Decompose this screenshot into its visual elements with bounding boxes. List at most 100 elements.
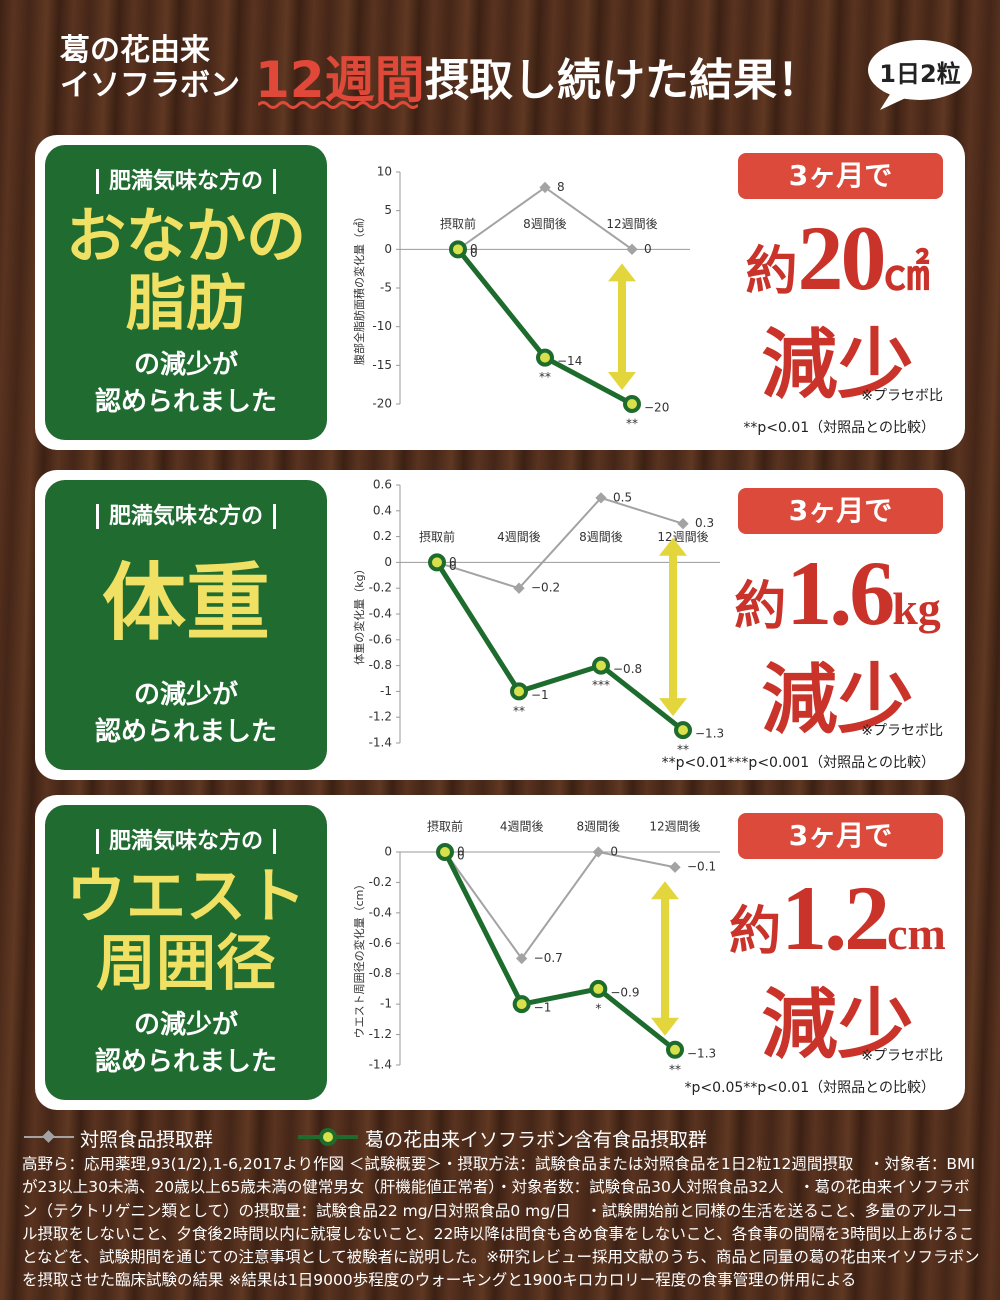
series-line <box>444 850 676 961</box>
value-label: 0 <box>449 559 457 573</box>
headline-line: 体重 <box>101 554 270 653</box>
amount-row: 約20㎠ <box>710 205 965 311</box>
value-label: 0 <box>470 242 478 256</box>
y-tick-label: 0 <box>384 242 392 256</box>
point <box>666 1040 684 1059</box>
y-tick-label: 0.2 <box>373 529 392 543</box>
sub: の減少が認められました <box>95 1007 277 1082</box>
point <box>428 553 446 572</box>
point <box>626 243 638 255</box>
y-tick-label: -1 <box>380 684 392 698</box>
y-tick-label: 5 <box>384 203 392 217</box>
origin-line: 葛の花由来 <box>60 33 210 68</box>
point <box>592 656 610 675</box>
y-tick-label: -0.8 <box>369 658 392 672</box>
x-tick-label: 4週間後 <box>500 820 544 834</box>
point <box>513 582 525 594</box>
origin-line: イソフラボン <box>60 67 240 103</box>
sub: の減少が認められました <box>95 677 277 752</box>
panel: 肥満気味な方の ウエスト 周囲径 の減少が 認められました 3ヶ月で 約1.2cm 減少 ※プラ… <box>35 795 965 1110</box>
significance: ** <box>669 1062 681 1076</box>
amount: 20 <box>797 207 887 309</box>
point <box>677 518 689 530</box>
headline: おなかの 脂肪 <box>66 203 306 338</box>
point <box>595 492 607 504</box>
amount: 1.2 <box>781 867 890 969</box>
value-label: 0 <box>610 845 618 859</box>
sub-line: 認められました <box>94 717 277 748</box>
x-tick-label: 8週間後 <box>579 530 623 544</box>
significance: ** <box>539 370 551 384</box>
point <box>674 721 692 740</box>
sub-line: の減少が <box>133 349 238 380</box>
y-axis-label: ウエスト周囲径の変化量（cm） <box>352 879 366 1039</box>
value-label: 0 <box>449 555 457 569</box>
panel: 肥満気味な方の おなかの 脂肪 の減少が 認められました 3ヶ月で 約20㎠ 減少 ※プラセボ比… <box>35 135 965 450</box>
unit: ㎠ <box>883 248 930 299</box>
y-tick-label: -1.2 <box>369 1027 392 1041</box>
value-label: −0.8 <box>613 662 642 676</box>
approx: 約 <box>729 904 782 961</box>
placebo: ※プラセボ比 <box>861 723 943 739</box>
arrow-head <box>651 881 679 1036</box>
badge: 3ヶ月で <box>738 488 943 534</box>
value-label: 0.3 <box>695 516 714 530</box>
x-tick-label: 4週間後 <box>497 530 541 544</box>
panel: 肥満気味な方の体重の減少が認められました 3ヶ月で約1.6kg 減少 ※プラセボ比 **… <box>35 470 965 780</box>
reduce: 減少 <box>761 655 914 744</box>
value-label: −20 <box>644 401 669 415</box>
y-tick-label: 0.6 <box>373 478 392 492</box>
tag: 肥満気味な方の <box>95 169 276 194</box>
significance: *** <box>592 678 610 692</box>
tag-row: 肥満気味な方の <box>95 823 276 855</box>
point <box>512 995 531 1014</box>
header-result: 摂取し続けた結果！ <box>425 55 821 106</box>
chart-note: *p<0.05**p<0.01（対照品との比較） <box>684 1080 935 1096</box>
x-tick-label: 12週間後 <box>649 820 700 834</box>
footnote: 高野ら：応用薬理,93(1/2),1-6,2017より作図 ＜試験概要＞・摂取方… <box>22 1155 980 1290</box>
value-label: 0 <box>644 242 652 256</box>
y-tick-label: 0 <box>384 555 392 569</box>
point <box>669 861 681 873</box>
value-label: 8 <box>557 180 565 194</box>
y-tick-label: -20 <box>372 397 392 411</box>
point <box>516 952 528 965</box>
sub-line: の減少が <box>133 1009 238 1040</box>
value-label: −14 <box>557 354 582 368</box>
y-axis-label: 体重の変化量（kg） <box>352 563 366 664</box>
y-tick-label: -1.2 <box>369 710 392 724</box>
green-box: 肥満気味な方の体重の減少が認められました <box>45 480 327 770</box>
y-tick-label: -1.4 <box>369 1058 392 1072</box>
approx: 約 <box>734 579 787 636</box>
point <box>510 682 528 701</box>
sub-line: 認められました <box>94 1047 277 1078</box>
y-tick-label: -1 <box>380 997 392 1011</box>
point <box>592 846 604 858</box>
value-label: −0.1 <box>687 860 716 874</box>
value-label: −1.3 <box>687 1046 716 1060</box>
y-tick-label: -1.4 <box>369 736 392 750</box>
point <box>536 348 554 367</box>
headline: ウエスト 周囲径 <box>66 861 306 999</box>
x-tick-label: 摂取前 <box>440 216 476 231</box>
value-label: 0 <box>457 845 465 859</box>
sub: の減少が 認められました <box>95 347 277 422</box>
y-tick-label: -0.4 <box>369 905 392 919</box>
amount-row: 約1.2cm <box>710 865 965 971</box>
green-box: 肥満気味な方のおなかの 脂肪の減少が 認められました <box>45 145 327 440</box>
chart-note: **p<0.01（対照品との比較） <box>743 420 935 436</box>
headline-line: 周囲径 <box>96 928 276 999</box>
x-tick-label: 12週間後 <box>606 217 657 231</box>
point <box>589 979 608 998</box>
headline-line: ウエスト <box>66 861 306 932</box>
point <box>436 843 454 861</box>
badge: 3ヶ月で <box>738 153 943 199</box>
amount-row: 約1.6kg <box>710 540 965 646</box>
tag-row: 肥満気味な方の <box>95 498 276 530</box>
y-tick-label: -5 <box>380 281 392 295</box>
approx: 約 <box>745 244 798 301</box>
sub-line: の減少が <box>133 679 238 710</box>
bubble <box>868 40 972 110</box>
significance: ** <box>626 417 638 431</box>
